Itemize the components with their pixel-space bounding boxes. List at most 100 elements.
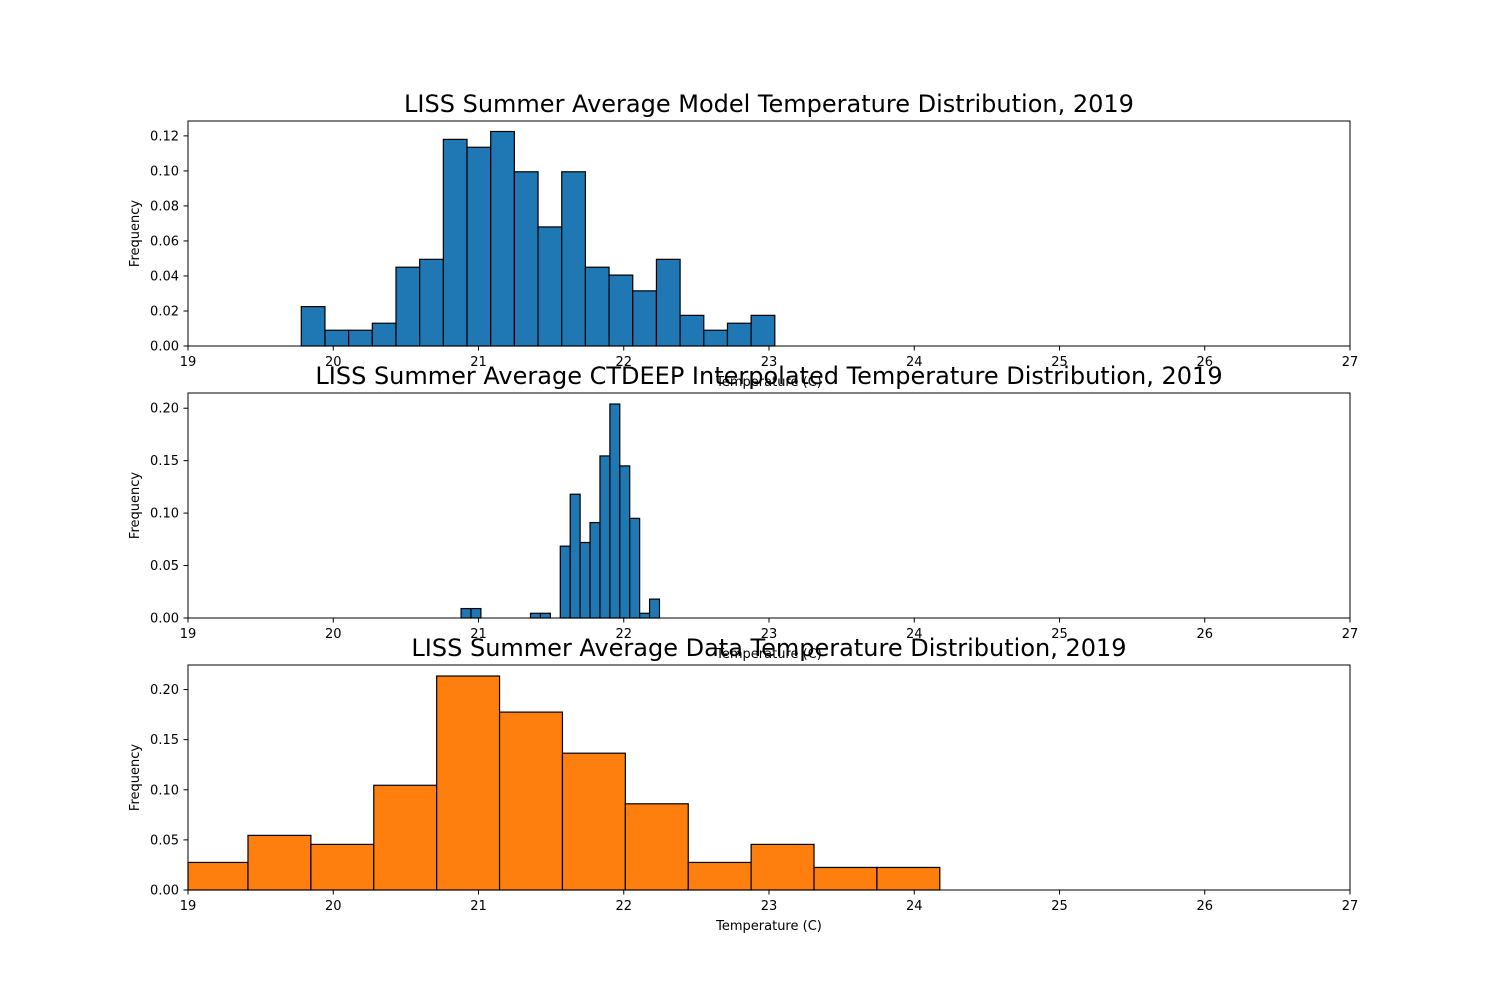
x-tick-label: 23 bbox=[761, 355, 778, 370]
histogram-bar bbox=[324, 329, 350, 347]
x-axis-label: Temperature (C) bbox=[715, 919, 822, 934]
x-tick-label: 27 bbox=[1342, 899, 1359, 914]
y-tick-label: 0.00 bbox=[150, 612, 179, 627]
histogram-bar bbox=[619, 465, 631, 619]
x-tick-label: 24 bbox=[906, 899, 923, 914]
x-tick-label: 27 bbox=[1342, 355, 1359, 370]
histogram-bar bbox=[813, 866, 878, 891]
histogram-bar bbox=[395, 266, 421, 347]
x-tick-label: 20 bbox=[325, 899, 342, 914]
x-tick-label: 22 bbox=[615, 899, 632, 914]
histogram-bar bbox=[632, 290, 658, 347]
x-tick-label: 24 bbox=[906, 627, 923, 642]
x-tick-label: 19 bbox=[180, 627, 197, 642]
y-tick-label: 0.02 bbox=[150, 304, 179, 319]
x-tick-label: 22 bbox=[615, 627, 632, 642]
histogram-bar bbox=[703, 329, 729, 347]
y-tick-label: 0.05 bbox=[150, 559, 179, 574]
histogram-bar bbox=[537, 226, 563, 347]
y-tick-label: 0.06 bbox=[150, 234, 179, 249]
y-tick-label: 0.00 bbox=[150, 340, 179, 355]
plot-area-1 bbox=[188, 121, 1350, 346]
y-tick-label: 0.15 bbox=[150, 454, 179, 469]
histogram-bar bbox=[648, 598, 661, 619]
y-tick-label: 0.04 bbox=[150, 269, 179, 284]
histogram-bar bbox=[629, 517, 641, 619]
chart-title: LISS Summer Average CTDEEP Interpolated … bbox=[315, 362, 1222, 390]
x-tick-label: 25 bbox=[1051, 899, 1068, 914]
histogram-bar bbox=[750, 843, 815, 891]
x-tick-label: 26 bbox=[1196, 627, 1213, 642]
x-tick-label: 20 bbox=[325, 355, 342, 370]
x-tick-label: 26 bbox=[1196, 355, 1213, 370]
histogram-bar bbox=[187, 861, 249, 891]
x-tick-label: 25 bbox=[1051, 355, 1068, 370]
histogram-bar bbox=[876, 866, 941, 891]
histogram-bar bbox=[247, 834, 312, 891]
x-tick-label: 23 bbox=[761, 627, 778, 642]
y-tick-label: 0.12 bbox=[150, 129, 179, 144]
histogram-bar bbox=[609, 403, 621, 619]
x-tick-label: 21 bbox=[470, 627, 487, 642]
chart-title: LISS Summer Average Model Temperature Di… bbox=[404, 90, 1134, 118]
plot-area-2 bbox=[188, 393, 1350, 618]
x-tick-label: 21 bbox=[470, 355, 487, 370]
y-tick-label: 0.10 bbox=[150, 164, 179, 179]
histogram-bar bbox=[687, 861, 752, 891]
x-tick-label: 20 bbox=[325, 627, 342, 642]
histogram-bar bbox=[569, 493, 581, 619]
y-tick-label: 0.00 bbox=[150, 884, 179, 899]
histogram-bar bbox=[436, 675, 501, 891]
histogram-bar bbox=[460, 607, 472, 619]
chart-title: LISS Summer Average Data Temperature Dis… bbox=[411, 634, 1126, 662]
histogram-bar bbox=[561, 752, 626, 891]
x-axis-label: Temperature (C) bbox=[715, 375, 822, 390]
histogram-bar bbox=[442, 138, 468, 347]
histogram-bar bbox=[561, 171, 587, 347]
x-tick-label: 19 bbox=[180, 899, 197, 914]
y-axis-label: Frequency bbox=[128, 744, 143, 811]
y-tick-label: 0.08 bbox=[150, 199, 179, 214]
y-tick-label: 0.05 bbox=[150, 833, 179, 848]
histogram-bar bbox=[300, 306, 326, 347]
histogram-bar bbox=[624, 803, 689, 891]
histogram-bar bbox=[513, 171, 539, 347]
histogram-bar bbox=[579, 541, 591, 619]
histogram-bar bbox=[373, 784, 438, 891]
x-axis-label: Temperature (C) bbox=[715, 647, 822, 662]
x-tick-label: 27 bbox=[1342, 627, 1359, 642]
histogram-bar bbox=[539, 612, 551, 619]
x-tick-label: 26 bbox=[1196, 899, 1213, 914]
x-tick-label: 25 bbox=[1051, 627, 1068, 642]
histogram-bar bbox=[726, 322, 752, 347]
y-tick-label: 0.15 bbox=[150, 733, 179, 748]
y-axis-label: Frequency bbox=[128, 472, 143, 539]
histogram-bar bbox=[371, 322, 397, 347]
x-tick-label: 19 bbox=[180, 355, 197, 370]
histogram-bar bbox=[599, 455, 611, 619]
histogram-bar bbox=[589, 521, 601, 619]
histogram-bar bbox=[310, 843, 375, 891]
y-tick-label: 0.10 bbox=[150, 783, 179, 798]
histogram-bar bbox=[529, 612, 542, 619]
histogram-bar bbox=[466, 146, 492, 347]
histogram-bar bbox=[639, 612, 651, 619]
histogram-bar bbox=[608, 274, 634, 347]
histogram-bar bbox=[498, 711, 564, 891]
x-tick-label: 23 bbox=[761, 899, 778, 914]
x-tick-label: 21 bbox=[470, 899, 487, 914]
x-tick-label: 22 bbox=[615, 355, 632, 370]
histogram-bar bbox=[584, 266, 610, 347]
histogram-bar bbox=[490, 130, 515, 347]
histogram-bar bbox=[679, 314, 705, 347]
y-tick-label: 0.20 bbox=[150, 683, 179, 698]
y-tick-label: 0.20 bbox=[150, 402, 179, 417]
histogram-bar bbox=[419, 258, 444, 347]
histogram-bar bbox=[655, 258, 681, 347]
histogram-bar bbox=[470, 607, 482, 619]
histogram-bar bbox=[750, 314, 776, 347]
histogram-bar bbox=[348, 329, 373, 347]
x-tick-label: 24 bbox=[906, 355, 923, 370]
y-axis-label: Frequency bbox=[128, 200, 143, 267]
